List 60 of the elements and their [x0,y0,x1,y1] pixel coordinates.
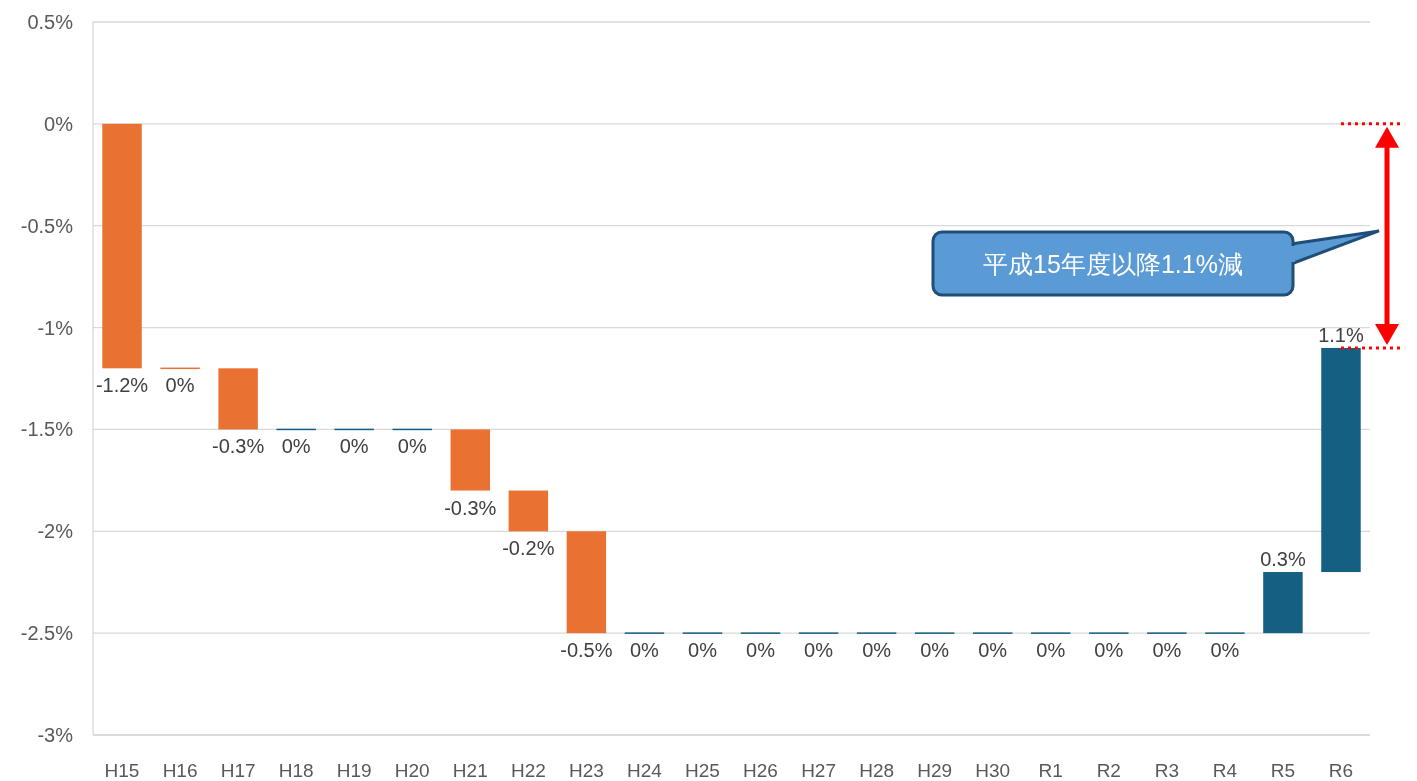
y-tick-label: -1.5% [20,418,74,441]
bar [1263,572,1303,634]
x-tick-label: H15 [104,760,140,781]
x-tick-label: H29 [917,760,953,781]
x-tick-label: R5 [1270,760,1296,781]
y-tick-label: -3% [37,724,74,746]
data-label: 0% [1210,639,1240,662]
x-tick-label: H27 [801,760,836,781]
x-tick-label: R1 [1038,760,1063,781]
data-label: 0.3% [1260,548,1306,571]
x-tick-label: H21 [452,760,488,781]
x-tick-label: H22 [510,760,546,781]
x-tick-label: R4 [1212,760,1238,781]
x-tick-label: H28 [859,760,895,781]
y-tick-label: -2.5% [20,622,74,645]
x-tick-label: H30 [975,760,1011,781]
data-label: 0% [978,639,1008,662]
y-tick-label: -2% [37,520,74,543]
data-label: 1.1% [1318,323,1364,346]
data-label: -0.3% [211,435,265,458]
data-label: 0% [1152,639,1182,662]
data-label: 0% [862,639,892,662]
x-tick-label: H17 [220,760,256,781]
data-label: 0% [1036,639,1066,662]
bar [102,123,142,369]
data-label: 0% [397,435,427,458]
data-label: -0.5% [560,639,613,662]
x-tick-label: H16 [162,760,198,781]
data-label: 0% [920,639,950,662]
x-tick-label: R3 [1154,760,1179,781]
data-label: 0% [688,639,718,662]
data-label: 0% [165,374,195,397]
bar [508,490,549,532]
data-label: 0% [746,639,776,662]
data-label: -1.2% [95,374,149,397]
y-tick-label: -1% [37,316,74,339]
x-tick-label: H25 [685,760,720,781]
y-tick-label: 0.5% [27,11,74,33]
x-tick-label: H23 [568,760,604,781]
x-tick-label: R2 [1096,760,1121,781]
data-label: 0% [1094,639,1124,662]
data-label: 0% [804,639,834,662]
bar [450,429,491,491]
bar [1321,347,1361,573]
x-tick-label: H24 [627,760,663,781]
bar [218,368,258,430]
data-label: -0.3% [444,496,497,519]
data-label: -0.2% [502,537,555,560]
x-tick-label: R6 [1328,760,1354,781]
annotation: 平成15年度以降1.1%減 [983,249,1243,278]
data-label: 0% [629,639,660,662]
x-tick-label: H18 [278,760,314,781]
bar [566,531,607,634]
data-label: 0% [339,435,369,458]
y-tick-label: 0% [44,112,74,135]
x-tick-label: H20 [394,760,430,781]
x-tick-label: H19 [336,760,372,781]
y-tick-label: -0.5% [20,214,74,237]
x-tick-label: H26 [743,760,778,781]
data-label: 0% [281,435,311,458]
